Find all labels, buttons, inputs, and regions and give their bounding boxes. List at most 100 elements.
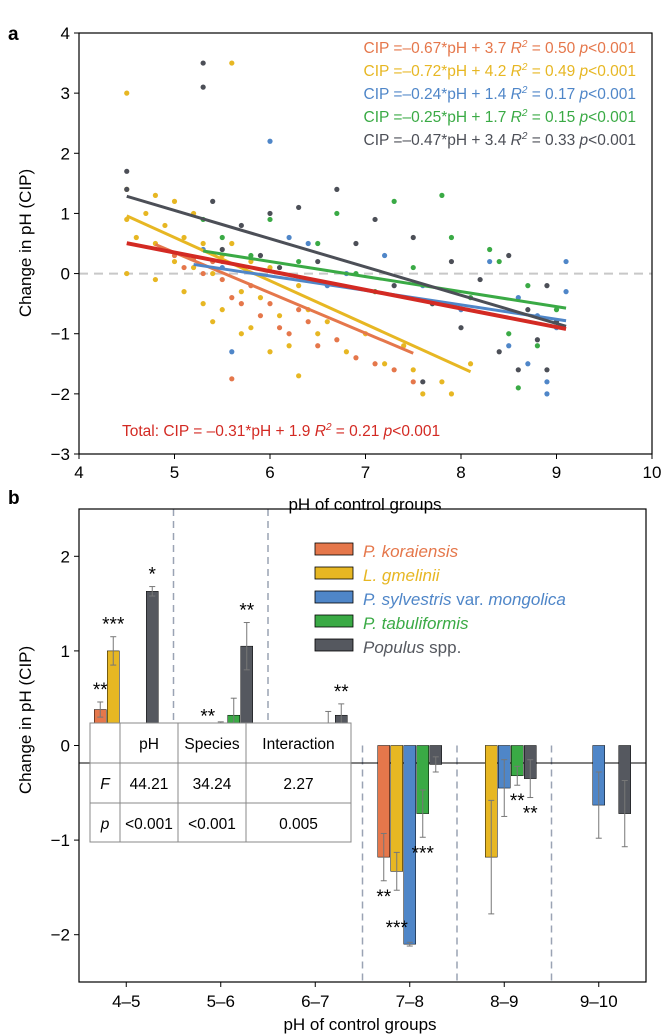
x-tick-label: 5–6 bbox=[207, 992, 235, 1011]
data-point bbox=[324, 319, 330, 325]
y-tick-label: −3 bbox=[51, 445, 70, 464]
table-cell: <0.001 bbox=[125, 816, 173, 833]
data-point bbox=[515, 385, 521, 391]
data-point bbox=[458, 325, 464, 331]
x-axis-ticks: 4–5 5–6 6–7 7–8 8–9 9–10 bbox=[112, 982, 618, 1011]
data-point bbox=[238, 289, 244, 295]
data-point bbox=[238, 331, 244, 337]
data-point bbox=[162, 222, 168, 229]
category-dividers bbox=[172, 509, 553, 982]
x-tick-label: 6–7 bbox=[301, 992, 329, 1011]
table-header-cell: Interaction bbox=[262, 736, 334, 753]
data-point bbox=[525, 307, 531, 313]
data-point bbox=[477, 276, 483, 283]
data-point bbox=[391, 198, 397, 204]
data-point bbox=[296, 204, 302, 211]
data-point bbox=[200, 84, 206, 90]
data-point bbox=[506, 252, 512, 259]
y-tick-label: −2 bbox=[51, 926, 70, 945]
data-point bbox=[267, 301, 273, 307]
data-point bbox=[200, 60, 206, 66]
data-point bbox=[267, 138, 273, 144]
data-point bbox=[296, 373, 302, 379]
data-point bbox=[229, 240, 235, 247]
panel-a-label: a bbox=[8, 24, 19, 45]
data-point bbox=[267, 264, 273, 271]
table-cell: <0.001 bbox=[188, 816, 236, 833]
fit-line bbox=[126, 194, 567, 328]
data-point bbox=[544, 379, 550, 385]
data-point bbox=[229, 60, 235, 66]
legend-label: P. sylvestris var. mongolica bbox=[363, 590, 566, 609]
data-point bbox=[544, 391, 550, 397]
regression-equation: CIP =–0.24*pH + 1.4 R2 = 0.17 p<0.001 bbox=[364, 85, 636, 103]
data-point bbox=[334, 186, 340, 192]
data-point bbox=[343, 349, 349, 355]
y-tick-label: −1 bbox=[51, 325, 70, 344]
data-point bbox=[410, 379, 416, 385]
x-tick-label: 6 bbox=[265, 463, 274, 482]
data-point bbox=[296, 307, 302, 313]
data-point bbox=[200, 240, 206, 247]
data-point bbox=[181, 289, 187, 295]
data-point bbox=[124, 186, 130, 192]
data-point bbox=[315, 331, 321, 337]
x-tick-label: 8–9 bbox=[490, 992, 518, 1011]
fit-line bbox=[126, 214, 472, 374]
y-axis-ticks: −3 −2 −1 0 1 2 3 4 bbox=[51, 24, 79, 464]
table-cell: 44.21 bbox=[130, 776, 169, 793]
y-axis-label: Change in pH (CIP) bbox=[16, 646, 35, 794]
y-tick-label: 4 bbox=[61, 24, 70, 43]
data-point bbox=[286, 331, 292, 337]
data-point bbox=[238, 222, 244, 229]
x-tick-label: 10 bbox=[643, 463, 662, 482]
y-tick-label: 2 bbox=[61, 547, 70, 566]
significance-mark: *** bbox=[102, 615, 125, 636]
table-cell: 2.27 bbox=[283, 776, 313, 793]
data-point bbox=[334, 210, 340, 217]
data-point bbox=[563, 289, 569, 295]
legend: P. koraiensis L. gmelinii P. sylvestris va… bbox=[314, 542, 566, 657]
data-point bbox=[257, 313, 264, 319]
data-point bbox=[382, 252, 388, 259]
data-point bbox=[305, 240, 311, 247]
data-point bbox=[525, 283, 531, 289]
data-point bbox=[219, 276, 225, 283]
x-axis-label: pH of control groups bbox=[288, 495, 441, 514]
data-point bbox=[506, 343, 512, 349]
legend-label: P. tabuliformis bbox=[363, 614, 469, 633]
data-point bbox=[315, 258, 321, 265]
x-tick-label: 7 bbox=[361, 463, 370, 482]
data-point bbox=[315, 240, 321, 247]
x-axis-label: pH of control groups bbox=[283, 1015, 436, 1034]
data-point bbox=[420, 391, 426, 397]
legend-swatch bbox=[314, 614, 354, 628]
total-regression-equation: Total: CIP = –0.31*pH + 1.9 R2 = 0.21 p<… bbox=[122, 422, 440, 440]
data-point bbox=[315, 343, 321, 349]
data-point bbox=[372, 361, 378, 367]
legend-label: Populus spp. bbox=[363, 638, 461, 657]
significance-mark: ** bbox=[523, 804, 538, 825]
data-point bbox=[276, 325, 283, 331]
data-point bbox=[544, 283, 550, 289]
y-tick-label: −1 bbox=[51, 831, 70, 850]
table-header-cell: Species bbox=[184, 736, 239, 753]
data-point bbox=[210, 198, 216, 204]
data-point bbox=[467, 361, 474, 367]
data-point bbox=[534, 343, 541, 349]
data-point bbox=[563, 258, 569, 265]
data-point bbox=[171, 258, 178, 265]
regression-equation: CIP =–0.47*pH + 3.4 R2 = 0.33 p<0.001 bbox=[364, 131, 636, 149]
data-point bbox=[410, 264, 416, 271]
data-point bbox=[391, 283, 397, 289]
bar bbox=[146, 591, 159, 746]
significance-mark: ** bbox=[200, 706, 215, 727]
data-point bbox=[372, 216, 378, 223]
significance-mark: ** bbox=[510, 791, 525, 812]
data-point bbox=[544, 367, 550, 373]
data-point bbox=[276, 313, 283, 319]
x-tick-label: 4–5 bbox=[112, 992, 140, 1011]
significance-mark: *** bbox=[412, 843, 435, 864]
data-point bbox=[496, 258, 502, 265]
